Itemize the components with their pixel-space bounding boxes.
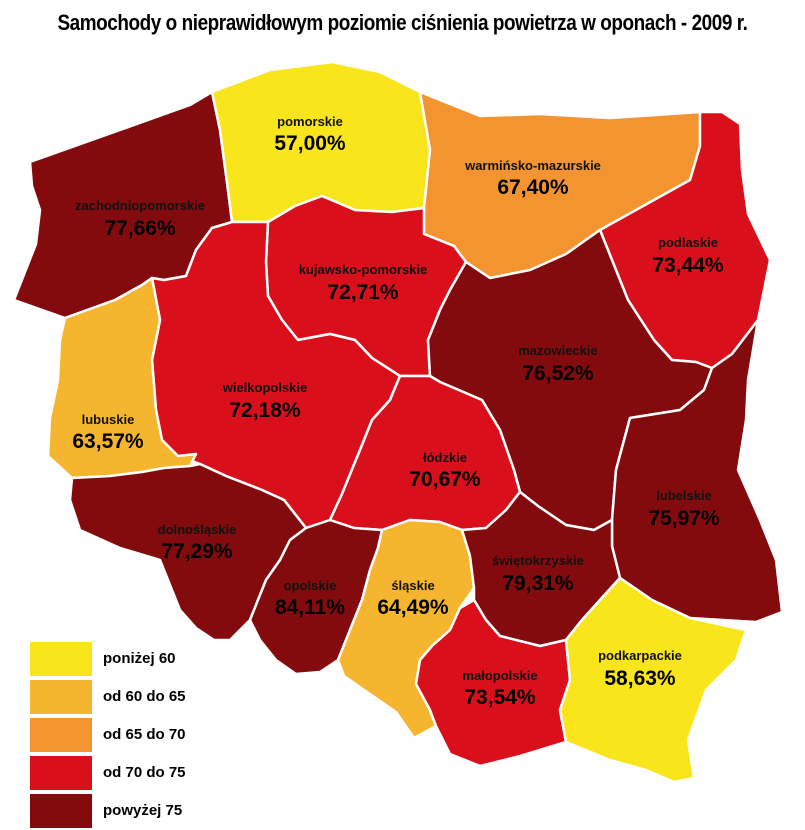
legend-swatch [30,718,92,752]
label-warminsko-mazurskie-value: 67,40% [497,176,569,199]
label-dolnoslaskie-value: 77,29% [161,540,233,563]
label-opolskie-value: 84,11% [275,596,345,619]
region-malopolskie[interactable] [414,598,572,768]
region-lubelskie[interactable] [610,318,784,624]
label-zachodniopomorskie-value: 77,66% [104,217,176,240]
legend-label: od 70 do 75 [103,764,186,781]
legend-label: od 60 do 65 [103,688,186,705]
region-lubuskie[interactable] [46,276,198,480]
label-opolskie-name: opolskie [284,578,337,593]
region-labels: zachodniopomorskie 77,66% pomorskie 57,0… [72,114,724,709]
label-lodzkie-name: łódzkie [423,450,467,465]
label-swietokrzyskie-name: świętokrzyskie [492,553,584,568]
label-wielkopolskie-name: wielkopolskie [222,380,308,395]
legend-label: poniżej 60 [103,650,176,667]
label-mazowieckie-value: 76,52% [522,362,594,385]
label-zachodniopomorskie-name: zachodniopomorskie [75,198,205,213]
label-warminsko-mazurskie-name: warmińsko-mazurskie [464,158,601,173]
legend-label: od 65 do 70 [103,726,186,743]
label-podkarpackie-value: 58,63% [604,667,676,690]
legend-swatch [30,756,92,790]
label-lubuskie-value: 63,57% [72,430,144,453]
label-dolnoslaskie-name: dolnośląskie [158,522,237,537]
label-pomorskie-name: pomorskie [277,114,343,129]
map-title: Samochody o nieprawidłowym poziomie ciśn… [57,10,748,35]
legend-swatch [30,794,92,828]
label-malopolskie-value: 73,54% [464,686,536,709]
label-podlaskie-name: podlaskie [658,235,718,250]
label-kujawsko-pomorskie-name: kujawsko-pomorskie [299,262,428,277]
label-lubuskie-name: lubuskie [82,412,135,427]
legend-swatch [30,680,92,714]
label-pomorskie-value: 57,00% [274,132,346,155]
label-wielkopolskie-value: 72,18% [229,399,301,422]
label-mazowieckie-name: mazowieckie [518,343,598,358]
label-swietokrzyskie-value: 79,31% [502,572,574,595]
label-lubelskie-value: 75,97% [648,507,720,530]
label-slaskie-value: 64,49% [377,596,449,619]
label-podlaskie-value: 73,44% [652,254,724,277]
label-kujawsko-pomorskie-value: 72,71% [327,281,399,304]
region-podkarpackie[interactable] [558,576,748,784]
label-lodzkie-value: 70,67% [409,468,481,491]
legend-swatch [30,642,92,676]
label-podkarpackie-name: podkarpackie [598,648,682,663]
legend-label: powyżej 75 [103,802,183,819]
label-lubelskie-name: lubelskie [656,488,712,503]
label-malopolskie-name: małopolskie [462,668,537,683]
label-slaskie-name: śląskie [391,578,434,593]
